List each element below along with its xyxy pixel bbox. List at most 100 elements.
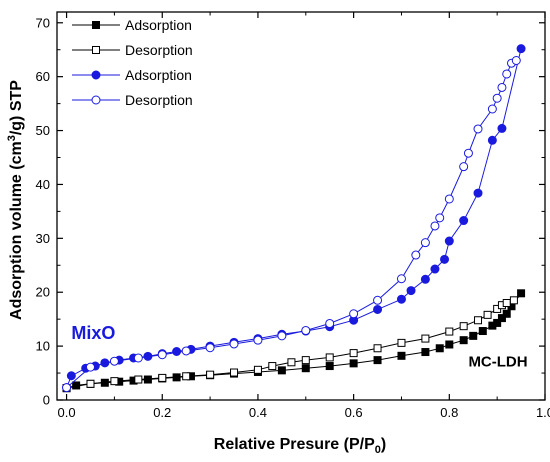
- y-tick-label: 40: [36, 177, 50, 192]
- legend-entry: Desorption: [72, 92, 193, 108]
- annotation-label: MixO: [71, 323, 115, 343]
- legend-marker: [91, 95, 101, 105]
- data-point: [435, 344, 444, 353]
- data-point: [463, 148, 473, 158]
- data-point: [396, 294, 406, 304]
- data-point: [325, 362, 334, 371]
- x-tick-label: 0.8: [440, 405, 458, 420]
- data-point: [502, 299, 511, 307]
- data-point: [287, 358, 296, 367]
- data-point: [268, 362, 277, 371]
- y-tick-label: 30: [36, 231, 50, 246]
- legend-label: Adsorption: [125, 17, 192, 33]
- data-point: [440, 254, 450, 264]
- data-point: [181, 346, 191, 356]
- x-tick-label: 0.2: [153, 405, 171, 420]
- data-point: [182, 372, 191, 381]
- data-point: [172, 347, 182, 356]
- data-point: [301, 364, 310, 373]
- annotations: MixO MC-LDH: [71, 323, 527, 370]
- legend-label: Desorption: [125, 42, 193, 58]
- data-point: [373, 295, 383, 305]
- data-point: [502, 69, 512, 79]
- y-tick-label: 50: [36, 123, 50, 138]
- legend-label: Desorption: [125, 92, 193, 108]
- data-point: [459, 162, 469, 172]
- data-point: [253, 365, 262, 374]
- x-tick-label: 0.6: [345, 405, 363, 420]
- data-point: [206, 370, 215, 379]
- data-point: [134, 375, 143, 384]
- data-point: [478, 327, 487, 336]
- y-tick-label: 20: [36, 285, 50, 300]
- data-point: [420, 238, 430, 248]
- legend-entry: Adsorption: [72, 67, 192, 83]
- data-point: [444, 194, 454, 204]
- legend-marker: [92, 21, 100, 29]
- legend-marker: [92, 46, 100, 54]
- data-point: [411, 250, 421, 260]
- data-point: [435, 213, 445, 223]
- data-point: [497, 82, 507, 92]
- y-tick-label: 10: [36, 339, 50, 354]
- data-point: [133, 353, 143, 363]
- series-line: [66, 60, 517, 388]
- series-layer: [62, 44, 526, 393]
- x-tick-label: 1.0: [536, 405, 550, 420]
- data-point: [205, 343, 215, 353]
- data-point: [253, 335, 263, 345]
- legend-entry: Desorption: [72, 42, 193, 58]
- data-point: [459, 336, 468, 345]
- data-point: [483, 310, 492, 319]
- data-point: [86, 379, 95, 388]
- y-axis: 0 10 20 30 40 50 60 70: [36, 15, 545, 408]
- data-point: [517, 289, 526, 298]
- data-point: [373, 356, 382, 365]
- data-point: [230, 368, 239, 377]
- data-point: [445, 340, 454, 349]
- data-point: [349, 349, 358, 358]
- data-point: [473, 188, 483, 198]
- data-point: [421, 348, 430, 357]
- data-point: [459, 322, 468, 331]
- data-point: [229, 339, 239, 349]
- x-tick-label: 0.4: [249, 405, 267, 420]
- data-point: [502, 309, 511, 318]
- data-point: [474, 316, 483, 325]
- data-point: [511, 56, 521, 65]
- y-tick-label: 0: [43, 393, 50, 408]
- annotation-label: MC-LDH: [468, 354, 527, 371]
- series-4: [62, 56, 521, 393]
- data-point: [349, 359, 358, 368]
- data-point: [406, 286, 416, 296]
- data-point: [473, 124, 483, 134]
- data-point: [373, 344, 382, 353]
- data-point: [469, 331, 478, 340]
- data-point: [397, 351, 406, 360]
- data-point: [493, 318, 502, 327]
- data-point: [487, 104, 497, 114]
- data-point: [66, 371, 76, 381]
- data-point: [277, 366, 286, 375]
- data-point: [516, 44, 526, 54]
- data-point: [157, 350, 167, 360]
- data-point: [430, 264, 440, 274]
- data-point: [325, 318, 335, 328]
- data-point: [509, 296, 518, 305]
- data-point: [421, 334, 430, 343]
- x-tick-label: 0.0: [58, 405, 76, 420]
- data-point: [349, 309, 359, 319]
- series-1: [62, 289, 526, 393]
- data-point: [325, 353, 334, 362]
- data-point: [396, 274, 406, 284]
- y-axis-title: Adsorption volume (cm3/g) STP: [6, 80, 25, 320]
- y-tick-label: 70: [36, 15, 50, 30]
- data-point: [301, 356, 310, 365]
- data-point: [301, 325, 311, 335]
- plot-frame: [56, 11, 546, 401]
- legend-label: Adsorption: [125, 67, 192, 83]
- plot-area: [56, 11, 546, 401]
- data-point: [85, 362, 95, 372]
- data-point: [497, 314, 506, 323]
